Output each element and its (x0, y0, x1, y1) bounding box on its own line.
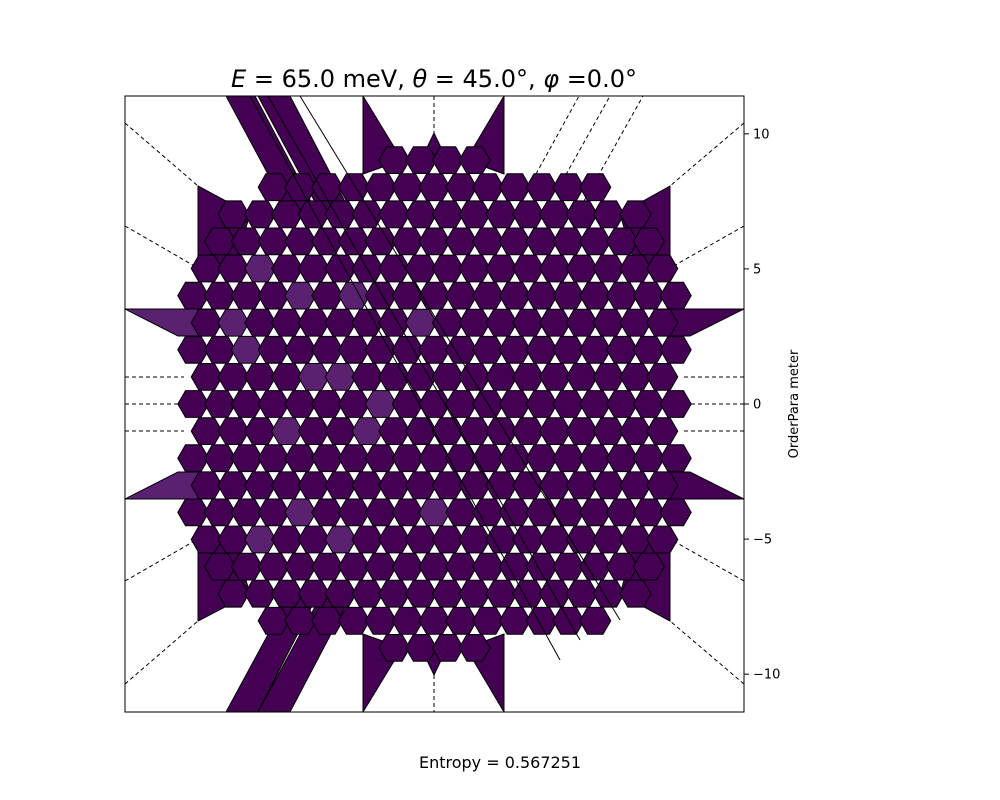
boundary-line (125, 620, 199, 685)
boundary-line (669, 122, 744, 187)
hex-cell (659, 281, 692, 310)
hex-cell (659, 498, 692, 527)
stripe-line (249, 96, 561, 661)
chart-title: E = 65.0 meV, θ = 45.0°, φ =0.0° (231, 65, 637, 93)
title-e-symbol: E (231, 65, 247, 93)
title-theta-symbol: θ (412, 65, 427, 93)
y-tick-label: −10 (753, 668, 780, 683)
entropy-label: Entropy = 0.567251 (419, 753, 581, 772)
title-e-value: = 65.0 meV, (246, 65, 412, 93)
hex-cell (646, 417, 679, 445)
stripe-line (299, 96, 621, 621)
hex-cell (646, 525, 679, 554)
hex-cell (592, 579, 625, 608)
y-tick-label: 0 (753, 398, 761, 413)
hex-cell (378, 634, 411, 662)
y-tick-label: −5 (753, 533, 772, 548)
boundary-line (669, 538, 744, 582)
boundary-line (125, 538, 199, 582)
title-phi-value: =0.0° (559, 65, 637, 93)
y-tick-label: 5 (753, 262, 761, 277)
hex-cell (659, 390, 692, 418)
title-phi-symbol: φ (543, 65, 559, 93)
hex-cell (311, 606, 344, 635)
hex-cell (338, 606, 371, 635)
hex-cell (472, 606, 505, 635)
hex-cell (217, 579, 250, 608)
hex-cell (498, 606, 531, 635)
boundary-line (669, 225, 744, 269)
y-axis-label: OrderPara meter (787, 349, 802, 458)
hex-cell (458, 634, 491, 662)
boundary-line (669, 620, 744, 685)
hex-cell (632, 552, 665, 581)
hex-cell (525, 606, 558, 635)
hex-cell (284, 606, 317, 635)
hex-cell (405, 634, 438, 662)
plot-area (125, 96, 744, 712)
boundary-line (125, 225, 199, 269)
hex-cell (257, 606, 290, 635)
hex-cell (659, 335, 692, 364)
hex-cell (659, 444, 692, 473)
boundary-line (558, 96, 611, 188)
title-theta-value: = 45.0°, (427, 65, 543, 93)
boundary-line (535, 96, 580, 175)
y-tick-label: 10 (753, 127, 770, 142)
boundary-line (125, 122, 199, 187)
y-axis: 10 5 0 −5 −10 (744, 127, 780, 683)
stripe-line (267, 96, 581, 641)
hex-cell (579, 173, 612, 202)
hex-cell (646, 363, 679, 391)
boundary-line (583, 96, 644, 202)
hex-cell (619, 579, 652, 608)
hex-cell (431, 634, 464, 662)
hex-cell (579, 606, 612, 635)
